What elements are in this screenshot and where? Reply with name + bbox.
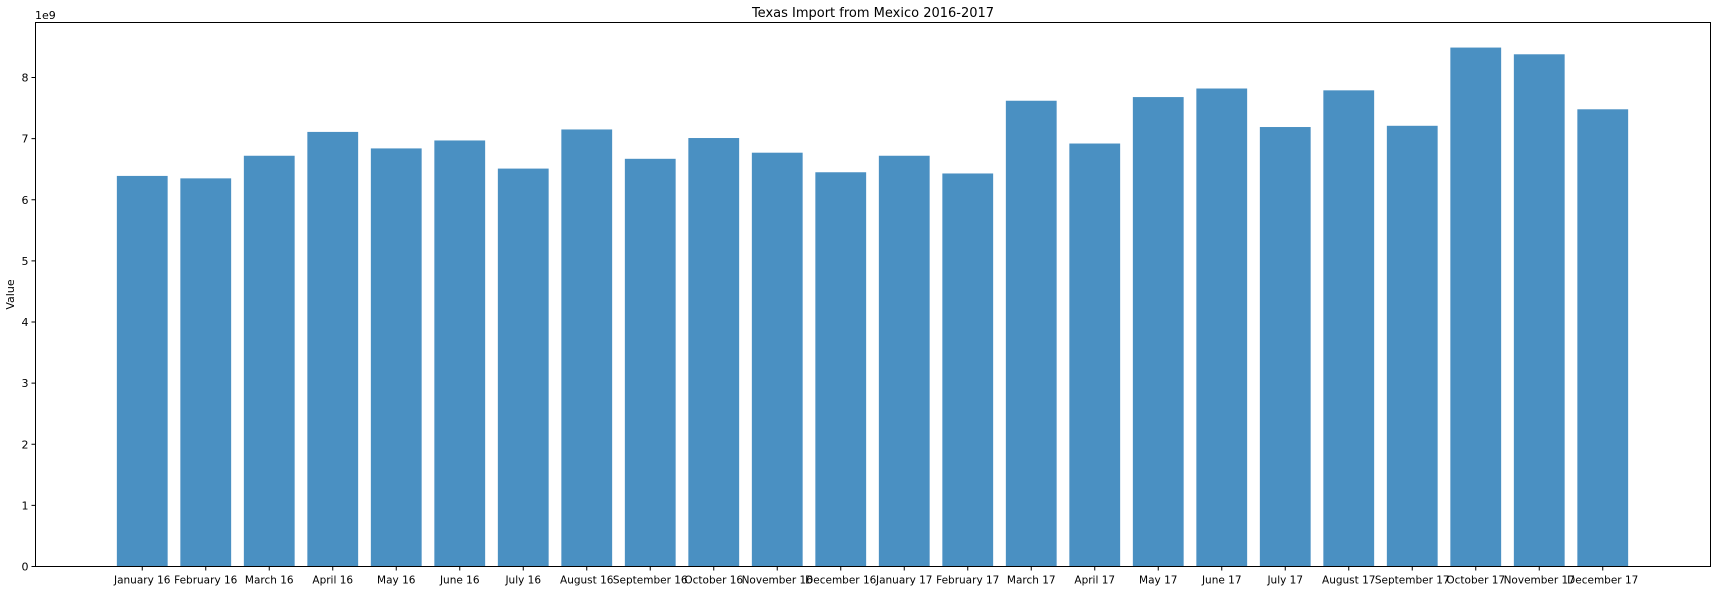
y-axis-scale-label: 1e9	[35, 9, 56, 22]
x-tick-label: June 17	[1201, 575, 1242, 587]
bar	[942, 173, 994, 567]
x-tick-label: October 17	[1446, 575, 1505, 587]
y-tick-label: 6	[22, 194, 29, 207]
x-tick-label: August 16	[560, 575, 614, 587]
x-tick-label: July 16	[504, 575, 541, 587]
bar	[815, 172, 867, 567]
bar	[751, 152, 803, 567]
x-tick-label: February 17	[936, 575, 999, 587]
bars-layer	[116, 47, 1629, 567]
x-tick-label: March 16	[245, 575, 294, 587]
bar	[1005, 100, 1057, 567]
bar	[1069, 143, 1121, 567]
bar	[1323, 90, 1375, 567]
bar	[307, 131, 359, 567]
x-tick-label: September 17	[1375, 575, 1450, 587]
x-tick-label: June 16	[439, 575, 480, 587]
y-axis-ticks: 0 1 2 3 4 5 6 7 8	[22, 72, 36, 574]
bar	[624, 158, 676, 567]
y-tick-label: 0	[22, 561, 29, 574]
bar	[497, 168, 549, 567]
y-tick-label: 7	[22, 133, 29, 146]
bar	[243, 155, 295, 567]
bar	[688, 138, 740, 567]
y-tick-label: 4	[22, 316, 29, 329]
x-tick-label: October 16	[684, 575, 743, 587]
x-tick-label: May 17	[1139, 575, 1177, 587]
x-tick-label: March 17	[1007, 575, 1056, 587]
x-tick-label: August 17	[1322, 575, 1375, 587]
bar	[1386, 125, 1438, 567]
bar	[1577, 109, 1629, 567]
x-tick-label: November 17	[1504, 575, 1575, 587]
bar	[1259, 127, 1311, 567]
y-tick-label: 8	[22, 72, 29, 85]
bar	[1450, 47, 1502, 567]
x-tick-label: July 17	[1266, 575, 1303, 587]
x-tick-label: February 16	[174, 575, 238, 587]
x-tick-label: May 16	[377, 575, 416, 587]
y-tick-label: 3	[22, 377, 29, 390]
x-tick-label: September 16	[613, 575, 688, 587]
bar	[1196, 88, 1248, 567]
chart-title: Texas Import from Mexico 2016-2017	[751, 6, 994, 21]
bar	[878, 155, 930, 567]
x-tick-label: April 16	[312, 575, 353, 587]
x-tick-label: January 16	[113, 575, 171, 587]
bar	[434, 140, 486, 567]
x-tick-label: April 17	[1074, 575, 1115, 587]
y-tick-label: 1	[22, 499, 29, 512]
x-tick-label: November 16	[742, 575, 814, 587]
x-tick-label: December 17	[1567, 575, 1638, 587]
bar	[116, 175, 168, 567]
bar	[370, 148, 422, 567]
x-tick-label: December 16	[805, 575, 876, 587]
y-tick-label: 2	[22, 438, 29, 451]
y-tick-label: 5	[22, 255, 29, 268]
bar	[1132, 97, 1184, 567]
bar	[180, 178, 232, 567]
bar	[561, 129, 613, 567]
plot-frame	[35, 22, 1711, 567]
y-axis-label: Value	[4, 279, 17, 309]
x-axis-ticks: January 16 February 16 March 16 April 16 May…	[113, 566, 1638, 587]
bar	[1513, 54, 1565, 567]
x-tick-label: January 17	[875, 575, 933, 587]
